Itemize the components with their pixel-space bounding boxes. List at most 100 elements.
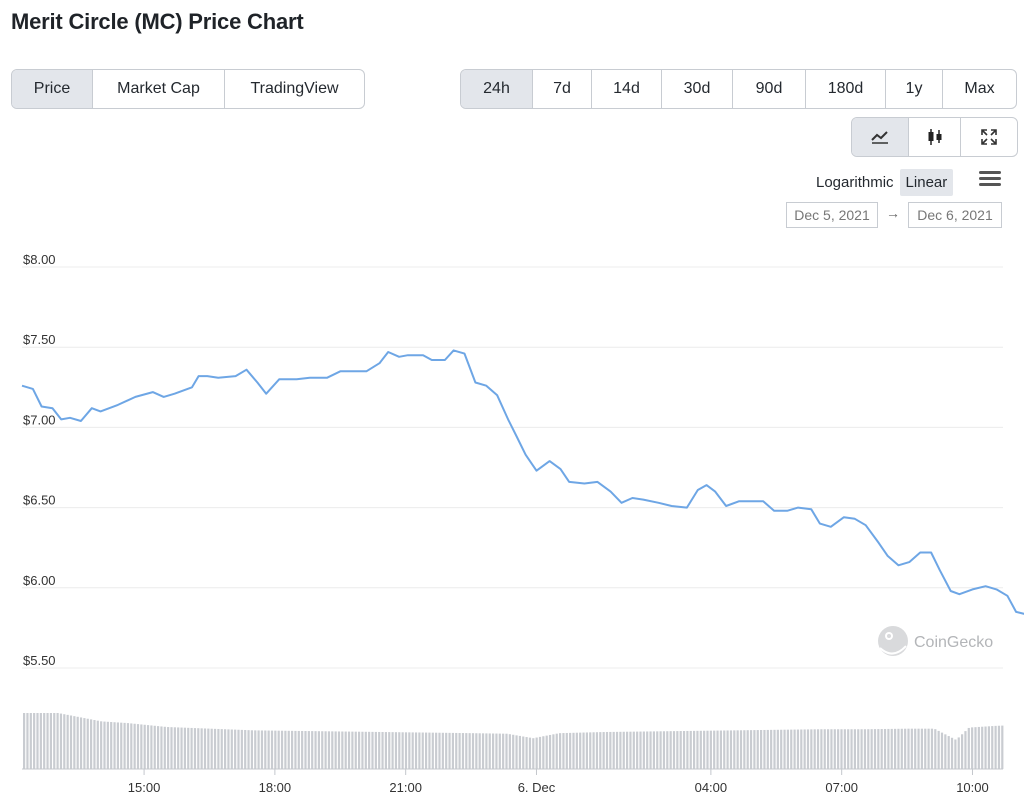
range-90d-button[interactable]: 90d: [733, 70, 806, 108]
date-from-input[interactable]: Dec 5, 2021: [786, 202, 878, 228]
volume-bar: [337, 731, 341, 769]
volume-bar: [920, 728, 923, 769]
volume-bar: [904, 728, 907, 769]
volume-bar: [304, 731, 307, 769]
volume-bar: [642, 731, 645, 769]
volume-bar: [227, 729, 230, 769]
range-180d-button[interactable]: 180d: [806, 70, 886, 108]
line-chart-icon: [871, 131, 888, 144]
volume-bar: [766, 729, 769, 769]
candlestick-chart-button[interactable]: [909, 118, 961, 156]
y-tick-label: $6.00: [23, 573, 56, 588]
volume-bar: [552, 734, 555, 769]
volume-bar: [321, 731, 324, 769]
volume-bar: [894, 728, 897, 769]
volume-bar: [997, 725, 1001, 769]
volume-bar: [254, 730, 257, 769]
volume-bar: [270, 730, 274, 769]
volume-bar: [274, 730, 277, 769]
volume-bar: [827, 729, 830, 769]
volume-bar: [190, 727, 193, 769]
volume-bar: [445, 732, 448, 769]
volume-bar: [428, 732, 431, 769]
range-30d-button[interactable]: 30d: [662, 70, 733, 108]
volume-bar: [505, 733, 508, 769]
volume-bar: [646, 731, 649, 769]
price-series-line: [21, 349, 1024, 615]
volume-bar: [535, 737, 538, 769]
volume-bar: [585, 732, 588, 769]
volume-bar: [63, 714, 66, 769]
volume-bar: [716, 730, 719, 769]
volume-bar: [760, 730, 763, 769]
volume-bar: [555, 733, 558, 769]
volume-bar: [786, 729, 789, 769]
volume-bar: [247, 730, 250, 769]
volume-bar: [770, 729, 773, 769]
volume-bar: [425, 732, 428, 769]
volume-bar: [49, 713, 52, 769]
volume-bar: [371, 731, 374, 769]
scale-linear-option[interactable]: Linear: [899, 169, 954, 196]
tab-tradingview[interactable]: TradingView: [250, 80, 339, 97]
volume-bar: [502, 733, 505, 769]
hamburger-menu-icon[interactable]: [979, 171, 1001, 189]
tab-price[interactable]: Price: [12, 70, 93, 108]
volume-bar: [656, 731, 659, 769]
volume-bar: [736, 730, 739, 769]
line-chart-button[interactable]: [852, 118, 909, 156]
volume-bar: [280, 730, 284, 769]
x-tick-label: 15:00: [128, 780, 161, 795]
range-24h-button[interactable]: 24h: [461, 70, 533, 108]
scale-toggle: Logarithmic Linear: [810, 169, 954, 196]
range-1y-button[interactable]: 1y: [886, 70, 943, 108]
volume-bar: [381, 732, 384, 769]
volume-bar: [224, 729, 227, 769]
volume-bar: [291, 730, 294, 769]
volume-bar: [301, 730, 304, 769]
volume-bar: [639, 731, 642, 769]
volume-bar: [636, 731, 639, 769]
volume-bar: [686, 730, 689, 769]
volume-bar: [867, 729, 870, 769]
volume-bar: [709, 730, 712, 769]
volume-bar: [652, 731, 655, 769]
volume-bar: [76, 716, 79, 769]
volume-bar: [559, 733, 562, 769]
scale-logarithmic-option[interactable]: Logarithmic: [816, 174, 894, 191]
volume-bar: [508, 734, 511, 769]
volume-bar: [267, 730, 270, 769]
volume-bar: [515, 735, 518, 769]
volume-bar: [790, 729, 793, 769]
x-tick-label: 07:00: [825, 780, 858, 795]
volume-bar: [143, 724, 146, 769]
volume-bar: [277, 730, 280, 769]
volume-bar: [33, 713, 36, 769]
volume-bar: [438, 732, 441, 769]
volume-bar: [723, 730, 726, 769]
volume-bar: [897, 728, 900, 769]
volume-bar: [756, 730, 759, 769]
range-7d-button[interactable]: 7d: [533, 70, 592, 108]
volume-bar: [900, 728, 903, 769]
volume-bar: [334, 731, 337, 769]
volume-bar: [327, 731, 331, 769]
volume-bar: [100, 721, 103, 769]
volume-bar: [984, 726, 987, 769]
volume-bar: [120, 722, 123, 769]
volume-bar: [780, 729, 783, 769]
volume-bar: [880, 729, 883, 769]
volume-bar: [414, 732, 418, 769]
volume-bar: [368, 731, 371, 769]
volume-bar: [250, 730, 253, 769]
date-to-input[interactable]: Dec 6, 2021: [908, 202, 1002, 228]
y-tick-label: $6.50: [23, 493, 56, 508]
tab-market-cap[interactable]: Market Cap: [93, 70, 225, 108]
volume-bar: [582, 732, 585, 769]
y-tick-label: $8.00: [23, 252, 56, 267]
range-max-button[interactable]: Max: [964, 80, 995, 97]
range-14d-button[interactable]: 14d: [592, 70, 662, 108]
fullscreen-button[interactable]: [961, 118, 1017, 156]
volume-bar: [404, 732, 408, 769]
volume-bar: [622, 731, 625, 769]
